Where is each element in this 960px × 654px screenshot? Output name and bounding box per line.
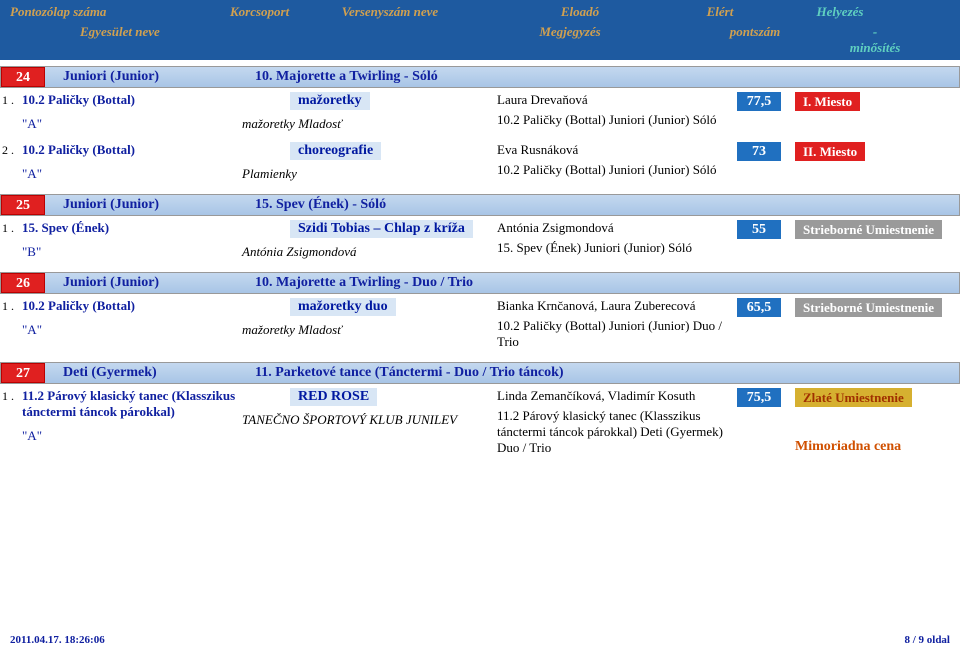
score-badge: 55 [737, 220, 781, 239]
hdr-elert: Elért [670, 4, 770, 20]
entry-routine: mažoretky [290, 92, 370, 110]
page-footer: 2011.04.17. 18:26:06 8 / 9 oldal [10, 634, 950, 646]
group-title: 10. Majorette a Twirling - Sóló [255, 69, 438, 85]
group-header: 24 Juniori (Junior) 10. Majorette a Twir… [0, 66, 960, 88]
score-badge: 75,5 [737, 388, 781, 407]
entry-club: mažoretky Mladosť [242, 116, 497, 132]
entry-name: 10.2 Paličky (Bottal) [22, 298, 242, 314]
group-category: Juniori (Junior) [45, 197, 255, 213]
hdr-versenyszam: Versenyszám neve [290, 4, 490, 20]
entry-name: 10.2 Paličky (Bottal) [22, 142, 242, 158]
group-number: 26 [1, 273, 45, 293]
entry-detail: 10.2 Paličky (Bottal) Juniori (Junior) S… [497, 162, 737, 178]
group-category: Juniori (Junior) [45, 275, 255, 291]
hdr-eloado: Eloadó [490, 4, 670, 20]
entry-detail: 10.2 Paličky (Bottal) Juniori (Junior) S… [497, 112, 737, 128]
placement-badge: II. Miesto [795, 142, 865, 161]
entry-routine: choreografie [290, 142, 381, 160]
entry-club: TANEČNO ŠPORTOVÝ KLUB JUNILEV [242, 412, 497, 428]
entry-row: 1 . 11.2 Párový klasický tanec (Klasszik… [0, 384, 960, 462]
hdr-pontozolap: Pontozólap száma [10, 4, 230, 20]
group-header: 25 Juniori (Junior) 15. Spev (Ének) - Só… [0, 194, 960, 216]
entry-performer: Antónia Zsigmondová [497, 220, 737, 236]
entry-grade: "A" [22, 166, 242, 182]
hdr-pontszam: pontszám [710, 24, 800, 56]
entry-row: 1 . 15. Spev (Ének) "B" Szidi Tobias – C… [0, 216, 960, 266]
score-badge: 73 [737, 142, 781, 161]
group-title: 10. Majorette a Twirling - Duo / Trio [255, 275, 473, 291]
table-header-row1: Pontozólap száma Korcsoport Versenyszám … [0, 0, 960, 24]
group-category: Juniori (Junior) [45, 69, 255, 85]
table-header-row2: Egyesület neve Megjegyzés pontszám - min… [0, 24, 960, 60]
hdr-megjegyzes: Megjegyzés [430, 24, 710, 56]
entry-detail: 10.2 Paličky (Bottal) Juniori (Junior) D… [497, 318, 737, 350]
group-title: 11. Parketové tance (Tánctermi - Duo / T… [255, 365, 564, 381]
entry-detail: 15. Spev (Ének) Juniori (Junior) Sóló [497, 240, 737, 256]
entry-index: 1 . [2, 220, 22, 260]
entry-name: 15. Spev (Ének) [22, 220, 242, 236]
entry-grade: "A" [22, 322, 242, 338]
score-badge: 77,5 [737, 92, 781, 111]
entry-detail: 11.2 Párový klasický tanec (Klasszikus t… [497, 408, 737, 456]
entry-performer: Bianka Krnčanová, Laura Zuberecová [497, 298, 737, 314]
footer-pagenum: 8 / 9 oldal [904, 634, 950, 646]
entry-row: 1 . 10.2 Paličky (Bottal) "A" mažoretky … [0, 294, 960, 356]
entry-performer: Linda Zemančíková, Vladimír Kosuth [497, 388, 737, 404]
footer-timestamp: 2011.04.17. 18:26:06 [10, 634, 105, 646]
entry-club: Antónia Zsigmondová [242, 244, 497, 260]
group-number: 27 [1, 363, 45, 383]
group-number: 24 [1, 67, 45, 87]
entry-name: 10.2 Paličky (Bottal) [22, 92, 242, 108]
entry-name: 11.2 Párový klasický tanec (Klasszikus t… [22, 388, 242, 420]
placement-badge: Strieborné Umiestnenie [795, 298, 942, 317]
entry-routine: Szidi Tobias – Chlap z kríža [290, 220, 473, 238]
entry-row: 2 . 10.2 Paličky (Bottal) "A" choreograf… [0, 138, 960, 188]
extra-award: Mimoriadna cena [795, 439, 901, 455]
group-header: 27 Deti (Gyermek) 11. Parketové tance (T… [0, 362, 960, 384]
hdr-korcsoport: Korcsoport [230, 4, 290, 20]
entry-routine: RED ROSE [290, 388, 377, 406]
entry-grade: "A" [22, 428, 242, 444]
entry-routine: mažoretky duo [290, 298, 396, 316]
entry-index: 1 . [2, 92, 22, 132]
entry-index: 1 . [2, 388, 22, 456]
entry-club: Plamienky [242, 166, 497, 182]
placement-badge: I. Miesto [795, 92, 860, 111]
entry-performer: Laura Drevaňová [497, 92, 737, 108]
hdr-helyezes: Helyezés [770, 4, 910, 20]
entry-grade: "A" [22, 116, 242, 132]
group-category: Deti (Gyermek) [45, 365, 255, 381]
entry-performer: Eva Rusnáková [497, 142, 737, 158]
hdr-egyesulet: Egyesület neve [80, 24, 230, 56]
group-header: 26 Juniori (Junior) 10. Majorette a Twir… [0, 272, 960, 294]
group-title: 15. Spev (Ének) - Sóló [255, 197, 386, 213]
entry-row: 1 . 10.2 Paličky (Bottal) "A" mažoretky … [0, 88, 960, 138]
entry-grade: "B" [22, 244, 242, 260]
group-number: 25 [1, 195, 45, 215]
placement-badge: Strieborné Umiestnenie [795, 220, 942, 239]
entry-club: mažoretky Mladosť [242, 322, 497, 338]
placement-badge: Zlaté Umiestnenie [795, 388, 912, 407]
score-badge: 65,5 [737, 298, 781, 317]
entry-index: 2 . [2, 142, 22, 182]
entry-index: 1 . [2, 298, 22, 350]
